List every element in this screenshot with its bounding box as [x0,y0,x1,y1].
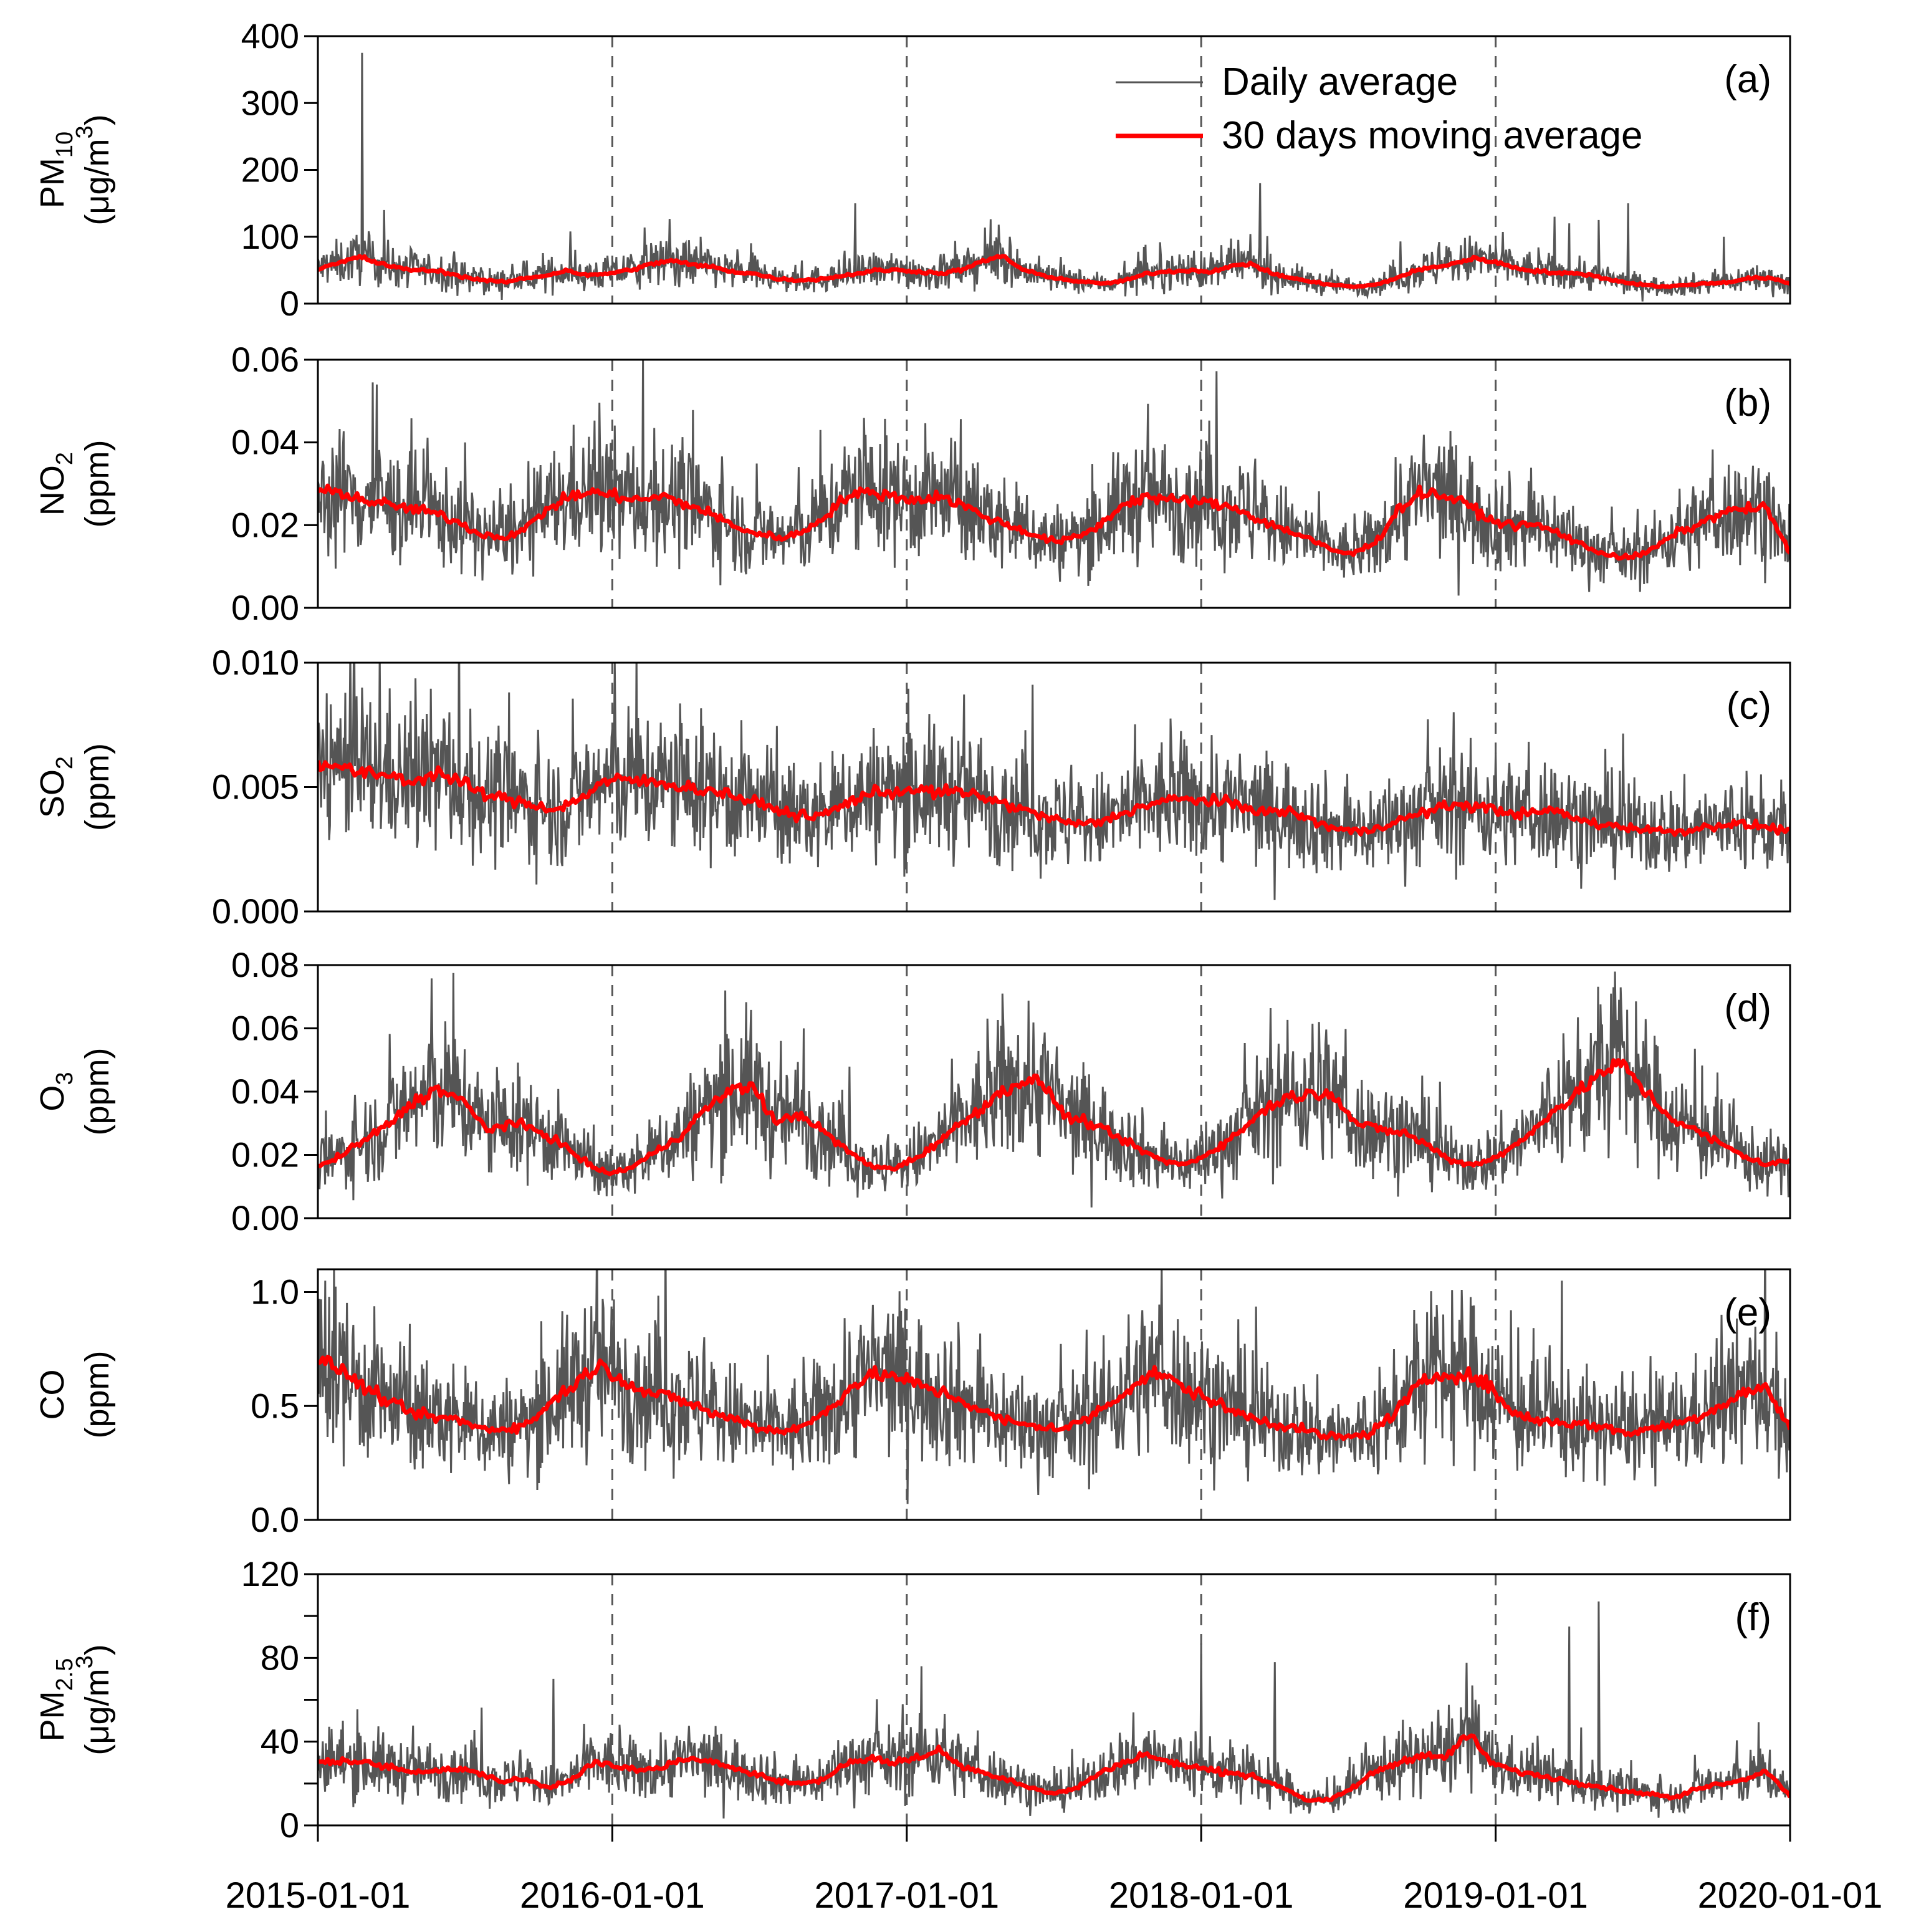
y-tick-label: 100 [241,217,299,256]
y-tick-label: 0.000 [212,892,299,931]
y-tick-label: 120 [241,1554,299,1593]
y-tick-label: 0.04 [231,1072,299,1111]
daily-average-series [318,52,1790,302]
panel-tag: (d) [1724,987,1771,1030]
y-axis-title-quantity: SO2 [34,756,78,818]
y-axis-title: SO2 (ppm) [34,743,116,831]
plot-frame [317,358,1791,609]
y-tick-label: 0 [280,284,299,323]
y-tick-label: 400 [241,16,299,55]
y-tick-label: 0.02 [231,1135,299,1175]
y-axis-title-quantity: O3 [34,1072,78,1111]
y-axis-title-quantity: CO [34,1370,71,1420]
y-tick-label: 0.010 [212,643,299,682]
moving-average-series [318,760,1790,837]
daily-average-series [318,360,1790,596]
x-tick-label: 2016-01-01 [520,1875,705,1916]
y-axis-title-unit: (μg/m3) [72,114,116,225]
x-axis: 2015-01-01 2016-01-01 2017-01-01 2018-01-01… [226,1825,1883,1916]
y-axis-title: PM2.5 (μg/m3) [34,1644,116,1755]
y-tick-label: 1.0 [251,1272,299,1312]
y-axis-title-unit: (ppm) [79,440,116,527]
daily-average-series [318,1601,1790,1819]
y-tick-label: 300 [241,83,299,122]
y-tick-label: 0.02 [231,505,299,544]
legend-label-daily: Daily average [1222,60,1458,103]
y-axis-title-unit: (ppm) [79,743,116,831]
moving-average-series [318,1355,1790,1441]
panel-b: 0.00 0.02 0.04 0.06 (b) NO2 (ppm) [34,340,1791,627]
x-tick-label: 2019-01-01 [1403,1875,1588,1916]
daily-average-series [318,971,1790,1208]
y-tick-label: 0.04 [231,423,299,462]
moving-average-series [318,1733,1790,1803]
y-axis-title-unit: (μg/m3) [72,1644,116,1755]
panel-d: 0.00 0.02 0.04 0.06 0.08 (d) O3 (ppm) [34,945,1791,1238]
x-tick-label: 2015-01-01 [226,1875,411,1916]
y-axis-title: O3 (ppm) [34,1047,116,1135]
y-axis-title-quantity: NO2 [34,452,78,516]
x-tick-label: 2018-01-01 [1109,1875,1294,1916]
panel-e: 0.0 0.5 1.0 (e) CO (ppm) [34,1268,1791,1539]
moving-average-series [318,1058,1790,1176]
daily-average-series [318,1269,1790,1504]
x-tick-label: 2017-01-01 [814,1875,999,1916]
y-tick-label: 0.5 [251,1386,299,1425]
panel-c: 0.000 0.005 0.010 (c) SO2 (ppm) [34,643,1791,931]
y-tick-label: 0.00 [231,1198,299,1238]
y-axis-title: PM10 (μg/m3) [34,114,116,225]
panel-tag: (a) [1724,58,1771,101]
y-axis-title-quantity: PM2.5 [34,1658,78,1742]
y-tick-label: 0 [280,1805,299,1845]
y-tick-label: 200 [241,150,299,190]
y-tick-label: 0.06 [231,340,299,379]
panel-tag: (f) [1735,1596,1771,1639]
y-tick-label: 0.00 [231,588,299,627]
moving-average-series [318,254,1790,289]
panel-tag: (c) [1727,685,1771,728]
y-tick-label: 0.06 [231,1009,299,1048]
y-tick-label: 80 [261,1638,299,1677]
y-axis-title-unit: (ppm) [79,1350,116,1438]
legend-label-moving: 30 days moving average [1222,114,1643,157]
y-axis-title-unit: (ppm) [79,1047,116,1135]
legend: Daily average 30 days moving average [1116,60,1643,157]
y-tick-label: 0.0 [251,1500,299,1539]
y-axis-title: CO (ppm) [34,1350,116,1438]
panel-tag: (e) [1724,1291,1771,1334]
y-axis-title: NO2 (ppm) [34,440,116,527]
panel-f: 0 40 80 120 (f) PM2.5 (μg/m3) [34,1554,1791,1845]
x-tick-label: 2020-01-01 [1698,1875,1883,1916]
y-axis-title-quantity: PM10 [34,132,78,208]
panel-a: 0 100 200 300 400 (a) PM10 (μg/m3) [34,16,1791,323]
panel-tag: (b) [1724,382,1771,425]
y-tick-label: 0.08 [231,945,299,984]
moving-average-series [318,483,1790,561]
plot-frame [317,1268,1791,1521]
daily-average-series [318,663,1790,900]
y-tick-label: 0.005 [212,767,299,807]
y-tick-label: 40 [261,1722,299,1761]
